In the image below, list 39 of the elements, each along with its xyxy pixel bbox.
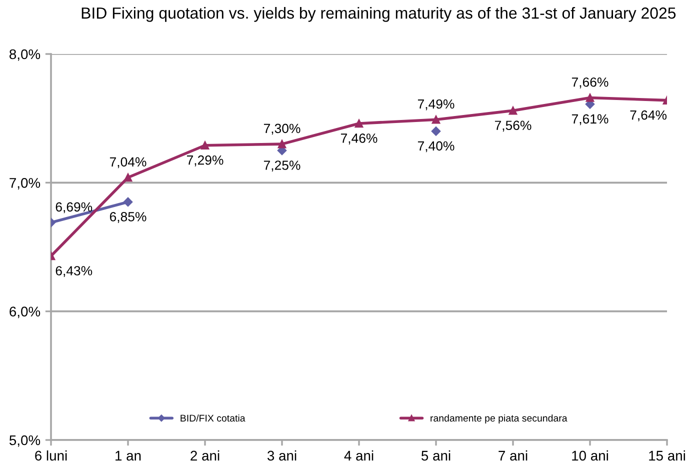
data-label: 7,25%: [264, 160, 300, 172]
data-label: 6,69%: [56, 202, 92, 214]
point: [354, 119, 364, 128]
point: [124, 173, 132, 182]
data-label: 7,04%: [110, 157, 146, 168]
x-tick-label: 15 ani: [649, 450, 685, 461]
point: [278, 140, 286, 148]
x-tick-label: 6 luni: [35, 450, 67, 461]
point: [586, 94, 594, 102]
point: [508, 106, 518, 115]
data-label: 7,61%: [572, 114, 608, 126]
data-label: 7,40%: [418, 141, 454, 152]
x-tick-label: 5 ani: [422, 450, 450, 461]
legend-label: BID/FIX cotatia: [180, 414, 246, 422]
data-label: 7,64%: [630, 110, 667, 122]
y-tick-label: 5,0%: [9, 435, 40, 447]
data-label: 7,49%: [418, 99, 454, 110]
x-tick-label: 4 ani: [344, 450, 374, 461]
x-tick-label: 7 ani: [498, 450, 528, 461]
point: [432, 115, 440, 124]
data-label: 7,56%: [494, 120, 532, 132]
point: [200, 141, 210, 150]
data-label: 7,66%: [572, 77, 608, 88]
y-tick-label: 6,0%: [10, 306, 40, 318]
x-tick-label: 10 ani: [572, 450, 608, 461]
point: [123, 197, 133, 207]
x-tick-label: 3 ani: [267, 450, 296, 461]
x-tick-label: 1 an: [116, 450, 141, 461]
point: [431, 126, 441, 136]
y-tick-label: 8,0%: [10, 49, 40, 61]
data-label: 7,29%: [186, 155, 224, 166]
data-label: 6,43%: [56, 266, 92, 277]
data-label: 6,85%: [110, 212, 146, 223]
data-label: 7,46%: [340, 134, 378, 144]
data-label: 7,30%: [264, 124, 300, 135]
y-tick-label: 7,0%: [10, 178, 40, 190]
chart-title: BID Fixing quotation vs. yields by remaining maturity as of the 31-st of January 2025: [82, 6, 676, 22]
x-tick-label: 2 ani: [190, 450, 220, 461]
legend-label: randamente pe piata secundara: [430, 414, 568, 424]
